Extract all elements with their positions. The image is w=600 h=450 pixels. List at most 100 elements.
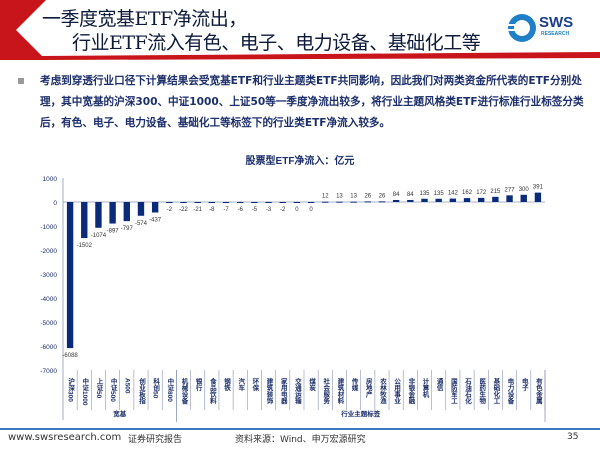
footer-report-type: 证券研究报告 (128, 435, 183, 445)
logo-subtext: RESEARCH (541, 31, 570, 37)
data-label: -21 (193, 207, 202, 213)
x-category-label: 电子 (520, 377, 528, 393)
data-label: 162 (462, 190, 473, 196)
x-category-label: 公用事业 (393, 378, 402, 405)
bar-上证50 (95, 202, 102, 228)
data-label: 0 (309, 207, 313, 213)
data-label: 0 (295, 207, 299, 213)
data-label: -22 (179, 207, 188, 213)
data-label: 84 (393, 192, 400, 198)
group-label: 行业主题标签 (340, 409, 381, 418)
chart-title: 股票型ETF净流入：亿元 (246, 154, 355, 167)
data-label: 277 (505, 187, 516, 193)
x-category-label: 国防军工 (449, 377, 457, 405)
logo-text: SWS (539, 14, 574, 31)
bar-社会服务 (322, 201, 329, 203)
data-label: 172 (476, 190, 487, 196)
data-label: 215 (490, 189, 501, 195)
x-category-label: 机械设备 (180, 377, 189, 406)
data-label: -7 (223, 207, 229, 213)
data-label: -2 (167, 207, 173, 213)
x-category-label: 建筑装饰 (265, 377, 274, 406)
bar-科创50 (151, 202, 159, 213)
etf-flow-chart: 股票型ETF净流入：亿元 1000 0 -1000 -2000 -3000 -4000 -5… (40, 154, 546, 422)
bar-公用事业 (392, 199, 400, 202)
data-label: 135 (419, 191, 430, 197)
data-label: 13 (350, 194, 357, 200)
bar-食品饮料 (208, 202, 216, 203)
x-category-label: 创业板指 (137, 377, 146, 406)
bar-非银金融 (407, 199, 414, 202)
footer-page-number: 35 (567, 432, 579, 442)
bar-房地产 (364, 201, 371, 203)
data-label: 142 (448, 191, 459, 197)
x-category-label: 家用电器 (279, 377, 288, 406)
x-category-label: 有色金属 (534, 377, 543, 406)
bar-建筑材料 (336, 201, 343, 203)
bar-交通运输 (293, 202, 301, 203)
x-category-label: 中证800 (166, 377, 174, 403)
slide-title-line1: 一季度宽基ETF净流出， (42, 8, 247, 30)
bar-中证1000 (81, 202, 88, 239)
x-category-label: 沪深300 (67, 377, 75, 403)
bar-建筑装饰 (265, 202, 272, 203)
data-label: -574 (135, 221, 148, 227)
data-label: 84 (407, 192, 414, 198)
x-category-label: 房地产 (364, 377, 372, 399)
data-label: 26 (379, 193, 386, 199)
x-category-label: 医药生物 (478, 378, 486, 406)
y-tick-label: -3000 (40, 272, 57, 279)
x-category-label: 石油石化 (464, 378, 473, 406)
y-tick-label: -1000 (40, 224, 57, 231)
x-category-label: A500 (123, 378, 130, 394)
data-label: -1502 (77, 243, 93, 249)
data-label: -5 (252, 207, 258, 213)
sws-logo: SWS RESEARCH (505, 12, 590, 46)
x-category-label: 交通运输 (293, 377, 301, 406)
logo-globe-icon (505, 14, 536, 42)
y-tick-label: 0 (53, 200, 57, 207)
x-category-label: 上证50 (95, 377, 103, 399)
group-label: 宽基 (112, 409, 127, 418)
x-category-label: 建筑材料 (336, 377, 345, 406)
data-label: -897 (107, 229, 120, 235)
y-tick-label: -5000 (40, 320, 57, 327)
bar-通信 (435, 198, 442, 202)
data-label: -6 (238, 207, 244, 213)
bar-汽车 (237, 202, 244, 203)
bar-电子 (520, 194, 527, 202)
data-label: 391 (533, 185, 544, 191)
bar-钢铁 (222, 202, 230, 203)
bar-石油石化 (463, 198, 471, 202)
x-category-label: 汽车 (237, 377, 245, 393)
y-tick-label: -6000 (40, 344, 57, 351)
x-category-label: 环保 (251, 378, 260, 393)
x-category-label: 电力设备 (506, 377, 515, 406)
x-category-label: 传媒 (350, 377, 359, 393)
bar-银行 (194, 202, 201, 203)
bar-医药生物 (478, 197, 485, 202)
x-category-label: 中证1000 (81, 377, 89, 406)
bullet-icon (18, 78, 24, 84)
x-category-label: 中证500 (109, 377, 117, 403)
y-tick-label: 1000 (43, 176, 58, 183)
y-tick-label: -2000 (40, 248, 57, 255)
x-category-label: 农林牧渔 (378, 377, 387, 406)
bar-中证800 (166, 202, 173, 203)
data-label: -8 (209, 207, 215, 213)
x-category-label: 非银金融 (407, 377, 416, 406)
slide-title-line2: 行业ETF流入有色、电子、电力设备、基础化工等 (72, 32, 481, 54)
footer-website[interactable]: www.swsresearch.com (8, 432, 122, 443)
data-label: -1074 (91, 233, 107, 239)
bar-国防军工 (449, 198, 457, 202)
bar-煤炭 (307, 202, 315, 203)
data-label: 135 (434, 191, 445, 197)
bar-机械设备 (180, 202, 187, 203)
data-label: 26 (364, 193, 371, 199)
data-label: 12 (322, 194, 329, 200)
x-category-label: 通信 (435, 377, 443, 393)
bar-A500 (123, 202, 130, 222)
bar-计算机 (421, 198, 428, 202)
x-category-label: 煤炭 (308, 377, 316, 393)
